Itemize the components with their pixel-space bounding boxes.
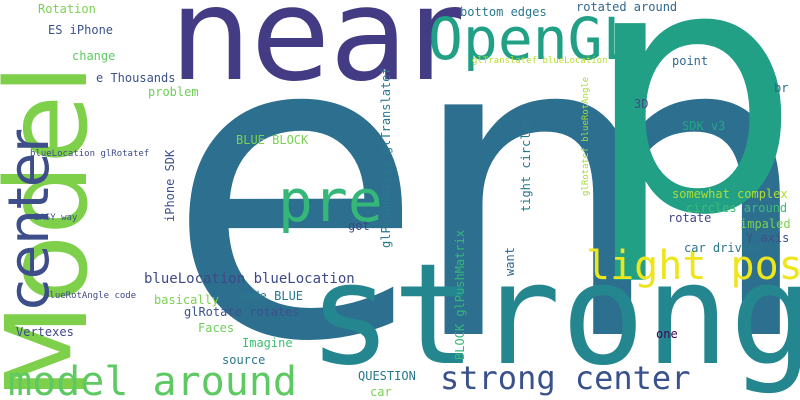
word-bottom-edges: bottom edges xyxy=(460,5,547,19)
word-problem: problem xyxy=(148,85,199,99)
word-e-thousands: e Thousands xyxy=(96,71,176,85)
word-sdk-v3: SDK v3 xyxy=(682,119,726,133)
word-rotation: Rotation xyxy=(38,2,96,16)
word-strong-center: strong center xyxy=(440,359,691,397)
word-es-iphone: ES iPhone xyxy=(48,23,114,37)
word-glrotatef-bluerotangle: glRotatef blueRotAngle xyxy=(581,76,591,196)
word-rotated-around: rotated around xyxy=(576,0,678,14)
word-gltranslatef-bluelocation: glTranslatef blueLocation xyxy=(472,56,608,66)
word-near: near xyxy=(170,0,461,110)
word-car-driving: car driving xyxy=(684,241,764,255)
word-em: em xyxy=(166,0,800,400)
word-rotate: rotate xyxy=(668,211,712,225)
word-y-axis: Y axis xyxy=(746,231,790,245)
word-opengl: OpenGL xyxy=(428,5,638,73)
word-strong: strong xyxy=(308,234,800,397)
word-circles-around: circles around xyxy=(686,201,788,215)
word-somewhat-complex: somewhat complex xyxy=(672,187,788,201)
word-question: QUESTION xyxy=(358,369,416,383)
word-block-glpushmatrix: BLOCK glPushMatrix xyxy=(453,229,467,360)
word-bluerotangle-code: blueRotAngle code xyxy=(44,291,137,301)
word-point: point xyxy=(672,54,709,68)
word-bluelocation-glrotatef: blueLocation glRotatef xyxy=(30,149,150,159)
word-glpushmatrix-gltranslatef: glPushMatrix glTranslatef xyxy=(379,67,393,248)
word-imagine: Imagine xyxy=(242,336,293,350)
word-3d: 3D xyxy=(634,97,649,111)
word-glrotate-rotates: glRotate rotates xyxy=(184,305,300,319)
word-basically: basically xyxy=(154,293,220,307)
word-one: one xyxy=(656,327,678,341)
word-bluelocation-bluelocation: blueLocation blueLocation xyxy=(144,271,355,287)
word-iphone-sdk: iPhone SDK xyxy=(163,149,177,222)
word-easy-way: EASY way xyxy=(34,213,78,223)
word-light-post: light post xyxy=(586,243,800,289)
word-impaled: impaled xyxy=(740,217,791,231)
word-want: want xyxy=(503,247,517,276)
word-br: br xyxy=(774,81,789,95)
word-vertexes: Vertexes xyxy=(16,325,74,339)
word-faces: Faces xyxy=(198,321,235,335)
word-model-around: model around xyxy=(8,359,297,400)
word-blue-block: BLUE BLOCK xyxy=(236,133,309,147)
word-change: change xyxy=(72,49,116,63)
word-source: source xyxy=(222,353,266,367)
word-p: p xyxy=(584,0,800,290)
word-pre: pre xyxy=(278,167,383,235)
word-car: car xyxy=(370,385,392,399)
word-tight-circles: tight circles xyxy=(519,118,533,212)
word-code-blue: code BLUE xyxy=(238,289,304,303)
word-got: got xyxy=(348,219,370,233)
